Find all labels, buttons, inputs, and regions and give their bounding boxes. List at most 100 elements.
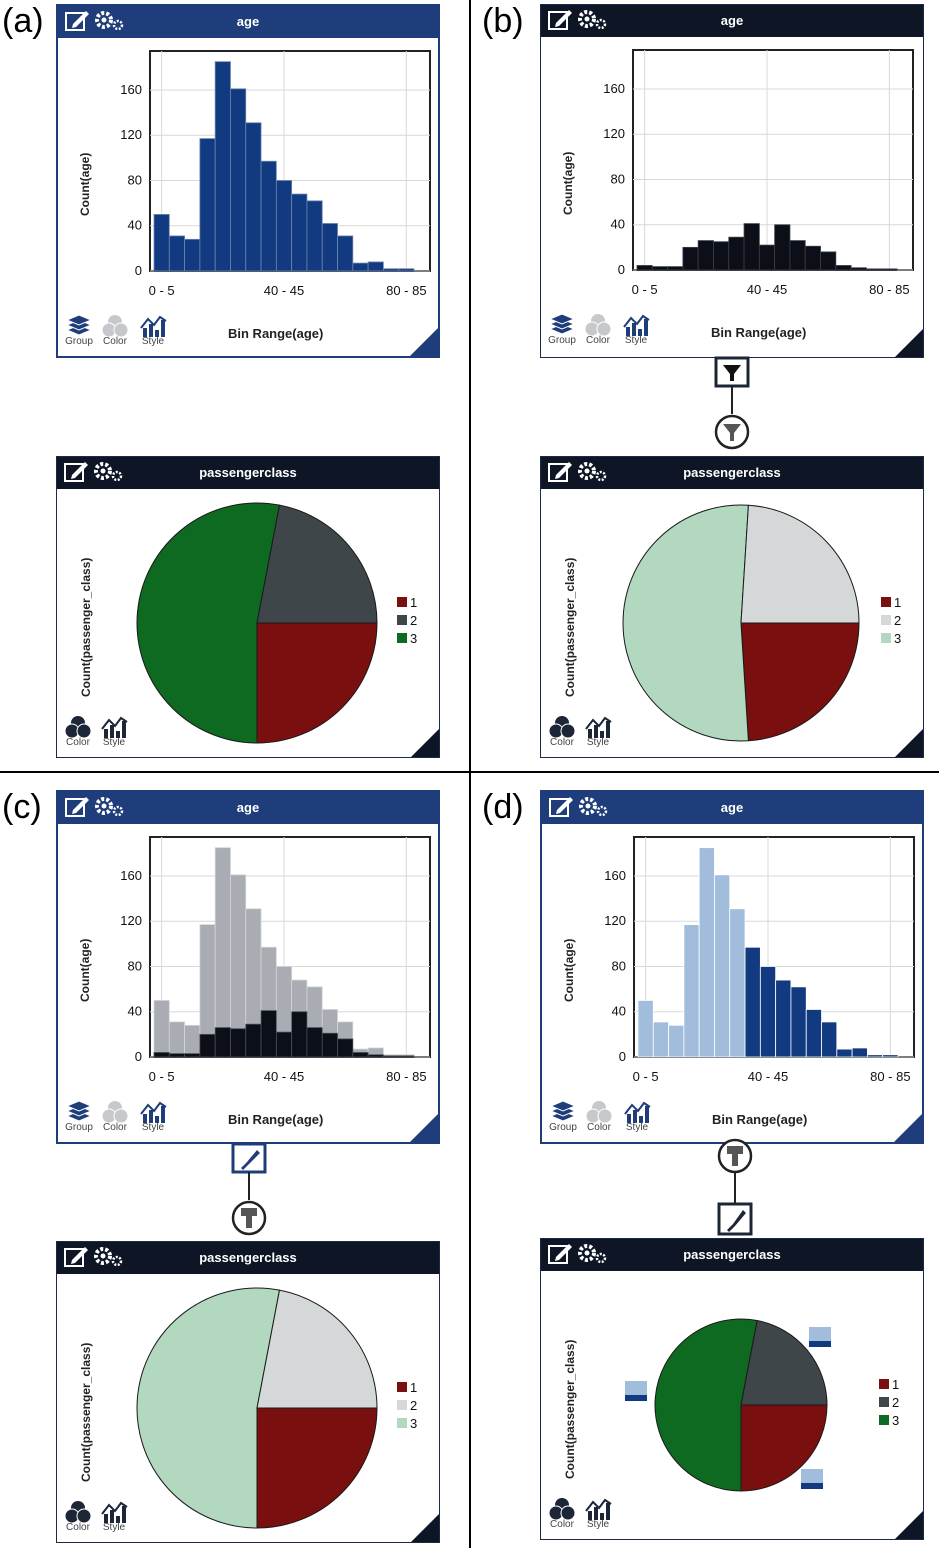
histogram-bar (153, 1000, 170, 1058)
color-button-class-b[interactable]: Color (543, 715, 581, 748)
label-a: (a) (2, 2, 44, 40)
histogram-bar (153, 214, 170, 272)
resize-corner-age-b[interactable] (894, 328, 923, 357)
group-button-b[interactable]: Group (543, 313, 581, 346)
color-button-class-a[interactable]: Color (59, 715, 97, 748)
group-button-d[interactable]: Group (544, 1100, 582, 1133)
edit-button-class-a[interactable] (63, 460, 91, 489)
brush-icon (727, 1210, 746, 1232)
histogram-bar (729, 908, 746, 1058)
histogram-bar (398, 1055, 415, 1058)
style-button-b-label: Style (624, 335, 648, 346)
connector-square (231, 1142, 267, 1174)
color-button-a[interactable]: Color (96, 314, 134, 347)
settings-button-class-c[interactable] (91, 1245, 125, 1274)
histogram-bar (821, 1021, 838, 1058)
edit-button-age-a[interactable] (64, 9, 92, 38)
x-tick-label: 0 - 5 (149, 1069, 175, 1084)
panel-title-age-a: age (236, 14, 260, 29)
settings-button-age-b[interactable] (575, 8, 609, 37)
edit-button-age-d[interactable] (548, 795, 576, 824)
edit-button-class-b[interactable] (547, 460, 575, 489)
histogram-bar (245, 1023, 262, 1058)
legend-label: 1 (894, 594, 902, 610)
resize-corner-age-a[interactable] (409, 327, 438, 356)
pie-slice-class-3 (654, 1318, 758, 1492)
edit-button-class-d[interactable] (547, 1242, 575, 1271)
x-tick-label: 0 - 5 (632, 282, 658, 297)
resize-corner-class-b[interactable] (894, 728, 923, 757)
color-circles-icon (101, 1101, 129, 1124)
style-chart-icon (101, 716, 128, 738)
color-button-c[interactable]: Color (96, 1100, 134, 1133)
x-tick-label: 40 - 45 (747, 282, 787, 297)
y-tick-label: 0 (135, 1049, 142, 1064)
histogram-bar (835, 265, 852, 271)
edit-icon (549, 797, 573, 817)
color-button-class-d[interactable]: Color (543, 1497, 581, 1530)
y-tick-label: 120 (603, 126, 625, 141)
settings-button-age-d[interactable] (576, 795, 610, 824)
style-button-class-d[interactable]: Style (579, 1497, 617, 1530)
resize-corner-class-c[interactable] (410, 1513, 439, 1542)
link-connector-d (717, 1138, 753, 1236)
histogram-plot-a: 0 40 80 120 160 0 - 5 40 - 45 80 - 85 (120, 50, 431, 298)
x-tick-label: 40 - 45 (264, 283, 304, 298)
group-button-b-label: Group (548, 335, 576, 346)
legend-label: 3 (892, 1412, 900, 1428)
resize-corner-age-d[interactable] (893, 1113, 922, 1142)
histogram-bar (637, 1000, 654, 1058)
passengerclass-pie-panel-b: passengerclass Count(passenger_class) 1 2 3 C… (540, 456, 924, 758)
panel-title-bar-class-d: passengerclass (541, 1239, 923, 1271)
color-button-b[interactable]: Color (579, 313, 617, 346)
settings-button-age-c[interactable] (92, 795, 126, 824)
style-button-class-c[interactable]: Style (95, 1500, 133, 1533)
x-axis-label-age-a: Bin Range(age) (228, 326, 324, 341)
legend-item-1: 1 (881, 593, 901, 611)
color-button-class-c-label: Color (66, 1522, 90, 1533)
edit-button-class-c[interactable] (63, 1245, 91, 1274)
histogram-bar (291, 193, 308, 272)
style-button-d[interactable]: Style (618, 1100, 656, 1133)
resize-corner-age-c[interactable] (409, 1113, 438, 1142)
settings-button-age-a[interactable] (92, 9, 126, 38)
edit-icon (65, 11, 89, 31)
histogram-bar (383, 268, 400, 272)
passengerclass-pie-panel-c: passengerclass Count(passenger_class) 1 2 3 C… (56, 1241, 440, 1543)
settings-button-class-b[interactable] (575, 460, 609, 489)
color-button-class-c[interactable]: Color (59, 1500, 97, 1533)
pie-slice-class-1 (256, 1407, 378, 1529)
histogram-plot-d: 0 40 80 120 160 0 - 5 40 - 45 80 - 85 (604, 836, 915, 1084)
color-button-class-d-label: Color (550, 1519, 574, 1530)
brush-icon (241, 1208, 257, 1216)
histogram-bar (260, 160, 277, 272)
pie-chart-a (136, 502, 378, 744)
settings-button-class-a[interactable] (91, 460, 125, 489)
style-button-b[interactable]: Style (617, 313, 655, 346)
group-button-c[interactable]: Group (60, 1100, 98, 1133)
resize-corner-class-a[interactable] (410, 728, 439, 757)
mini-bar-light (809, 1327, 831, 1341)
group-button-a[interactable]: Group (60, 314, 98, 347)
histogram-bar (153, 1052, 170, 1058)
histogram-bar (367, 1054, 384, 1058)
label-c: (c) (2, 788, 42, 826)
histogram-bar (774, 224, 791, 271)
style-button-class-b[interactable]: Style (579, 715, 617, 748)
histogram-bar (804, 245, 821, 271)
settings-button-class-d[interactable] (575, 1242, 609, 1271)
color-button-a-label: Color (103, 336, 127, 347)
x-tick-label: 0 - 5 (149, 283, 175, 298)
edit-button-age-c[interactable] (64, 795, 92, 824)
style-button-class-a[interactable]: Style (95, 715, 133, 748)
edit-button-age-b[interactable] (547, 8, 575, 37)
panel-title-bar-age-d: age (542, 792, 922, 824)
histogram-bar (682, 246, 699, 271)
style-button-c[interactable]: Style (134, 1100, 172, 1133)
histogram-bar (652, 1021, 669, 1058)
edit-icon (548, 10, 572, 30)
resize-corner-class-d[interactable] (894, 1510, 923, 1539)
color-button-d[interactable]: Color (580, 1100, 618, 1133)
style-button-a[interactable]: Style (134, 314, 172, 347)
y-tick-label: 80 (128, 958, 142, 973)
